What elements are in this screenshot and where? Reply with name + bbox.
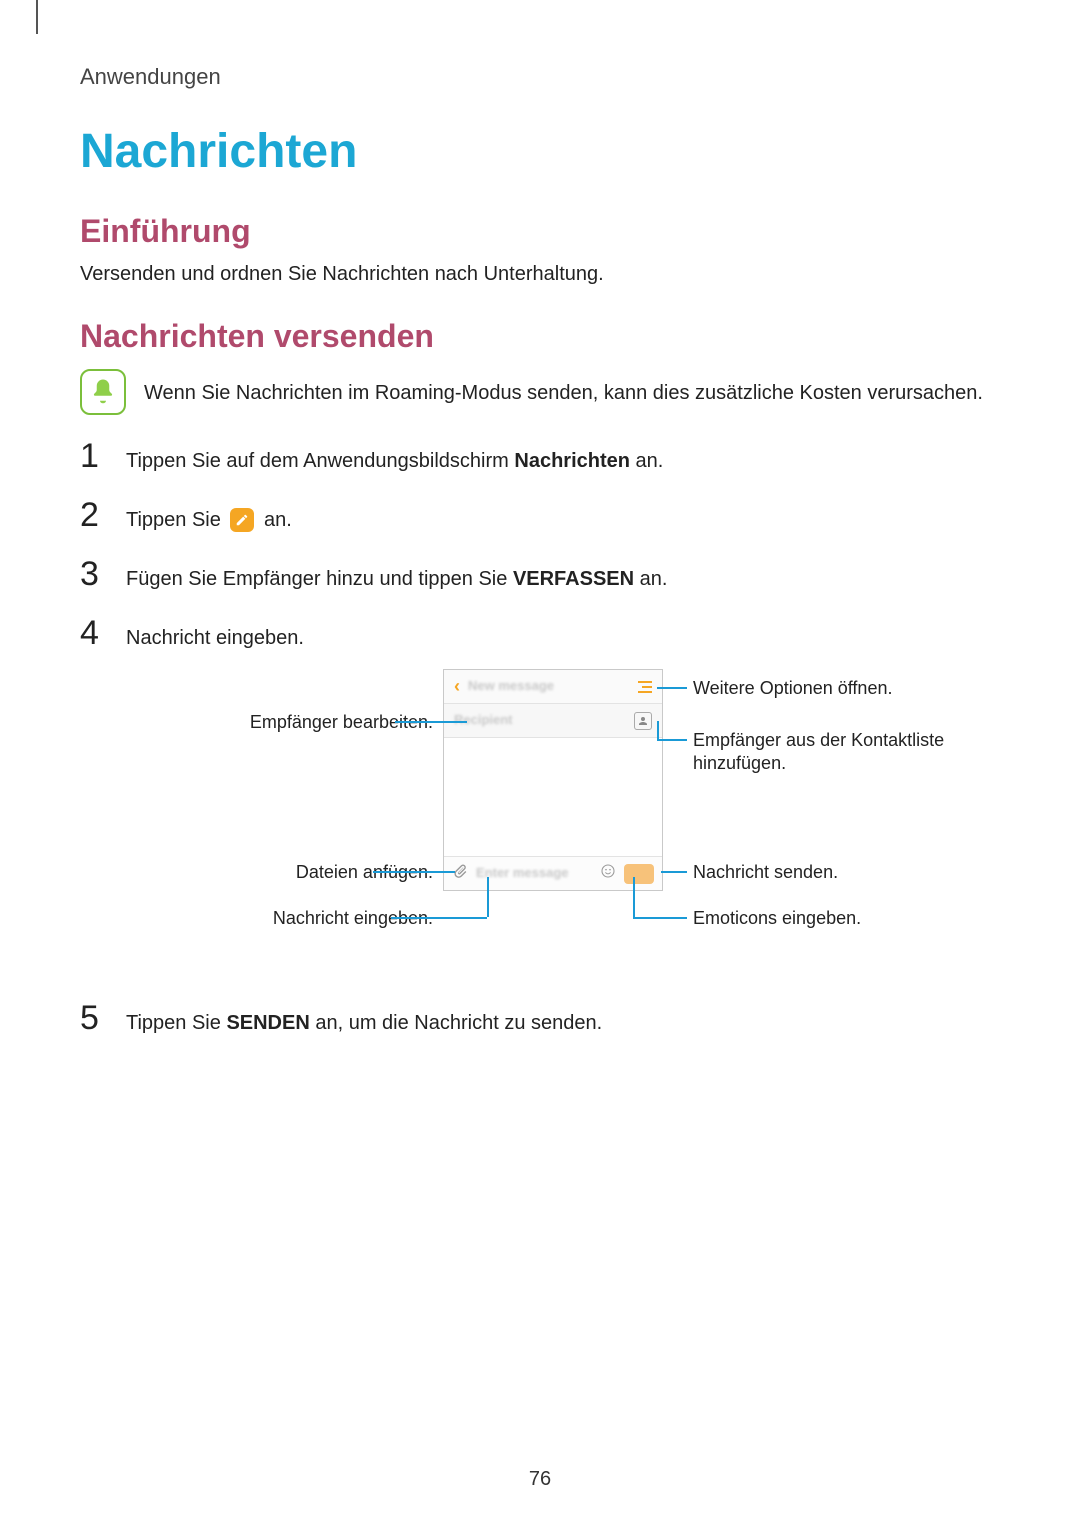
back-icon[interactable]: ‹ — [454, 673, 460, 699]
recipient-row: Recipient — [444, 704, 662, 738]
phone-header: ‹ New message — [444, 670, 662, 704]
manual-page: Anwendungen Nachrichten Einführung Verse… — [0, 0, 1080, 1527]
leader-line — [657, 739, 687, 741]
step-pre: Tippen Sie — [126, 1012, 226, 1034]
page-number: 76 — [0, 1468, 1080, 1491]
leader-line — [373, 871, 455, 873]
contacts-icon[interactable] — [634, 712, 652, 730]
message-input[interactable]: Enter message — [476, 864, 592, 883]
callout-more-options: Weitere Optionen öffnen. — [693, 677, 953, 700]
message-area — [444, 738, 662, 856]
step-number: 2 — [80, 498, 106, 532]
page-title: Nachrichten — [80, 124, 1000, 179]
step-pre: Nachricht eingeben. — [126, 627, 304, 649]
step-bold: VERFASSEN — [513, 568, 634, 590]
phone-title: New message — [468, 677, 554, 696]
more-options-icon[interactable] — [636, 681, 652, 693]
step-text: Tippen Sie auf dem Anwendungsbildschirm … — [126, 439, 1000, 476]
step-text: Tippen Sie SENDEN an, um die Nachricht z… — [126, 1001, 1000, 1038]
leader-line — [633, 877, 635, 917]
breadcrumb: Anwendungen — [80, 64, 1000, 90]
step-text: Nachricht eingeben. ‹ New message Recipi… — [126, 616, 1000, 979]
callout-attach-files: Dateien anfügen. — [163, 861, 433, 884]
step-pre: Tippen Sie — [126, 509, 226, 531]
step-pre: Fügen Sie Empfänger hinzu und tippen Sie — [126, 568, 513, 590]
leader-line — [661, 871, 687, 873]
step-4: 4 Nachricht eingeben. ‹ New message — [80, 616, 1000, 979]
callout-add-contacts: Empfänger aus der Kontaktliste hinzufüge… — [693, 729, 973, 776]
step-post: an. — [264, 509, 292, 531]
leader-line — [657, 721, 659, 739]
note-text: Wenn Sie Nachrichten im Roaming-Modus se… — [144, 369, 983, 407]
step-text: Fügen Sie Empfänger hinzu und tippen Sie… — [126, 557, 1000, 594]
step-post: an. — [634, 568, 667, 590]
send-button[interactable] — [624, 864, 654, 884]
bell-icon — [80, 369, 126, 415]
intro-text: Versenden und ordnen Sie Nachrichten nac… — [80, 260, 1000, 288]
phone-mockup: ‹ New message Recipient — [443, 669, 663, 891]
step-number: 4 — [80, 616, 106, 650]
leader-line — [395, 721, 467, 723]
send-heading: Nachrichten versenden — [80, 318, 1000, 355]
leader-line — [391, 917, 487, 919]
note-row: Wenn Sie Nachrichten im Roaming-Modus se… — [80, 369, 1000, 415]
recipient-field[interactable]: Recipient — [454, 711, 628, 730]
leader-line — [487, 877, 489, 917]
callout-emoticons: Emoticons eingeben. — [693, 907, 953, 930]
input-row: Enter message — [444, 856, 662, 890]
leader-line — [657, 687, 687, 689]
steps-list: 1 Tippen Sie auf dem Anwendungsbildschir… — [80, 439, 1000, 1038]
step-text: Tippen Sie an. — [126, 498, 1000, 535]
callout-edit-recipients: Empfänger bearbeiten. — [163, 711, 433, 734]
step-5: 5 Tippen Sie SENDEN an, um die Nachricht… — [80, 1001, 1000, 1038]
step-3: 3 Fügen Sie Empfänger hinzu und tippen S… — [80, 557, 1000, 594]
step-bold: SENDEN — [226, 1012, 309, 1034]
compose-icon — [230, 508, 254, 532]
step-number: 3 — [80, 557, 106, 591]
leader-line — [633, 917, 687, 919]
step-post: an, um die Nachricht zu senden. — [310, 1012, 602, 1034]
step-post: an. — [630, 450, 663, 472]
step-bold: Nachrichten — [514, 450, 630, 472]
intro-heading: Einführung — [80, 213, 1000, 250]
step-number: 5 — [80, 1001, 106, 1035]
crop-mark — [36, 0, 38, 34]
message-app-diagram: ‹ New message Recipient — [163, 663, 963, 963]
step-2: 2 Tippen Sie an. — [80, 498, 1000, 535]
attach-icon[interactable] — [452, 859, 468, 888]
step-1: 1 Tippen Sie auf dem Anwendungsbildschir… — [80, 439, 1000, 476]
callout-enter-message: Nachricht eingeben. — [163, 907, 433, 930]
emoji-icon[interactable] — [600, 859, 616, 888]
step-number: 1 — [80, 439, 106, 473]
callout-send-message: Nachricht senden. — [693, 861, 953, 884]
step-pre: Tippen Sie auf dem Anwendungsbildschirm — [126, 450, 514, 472]
